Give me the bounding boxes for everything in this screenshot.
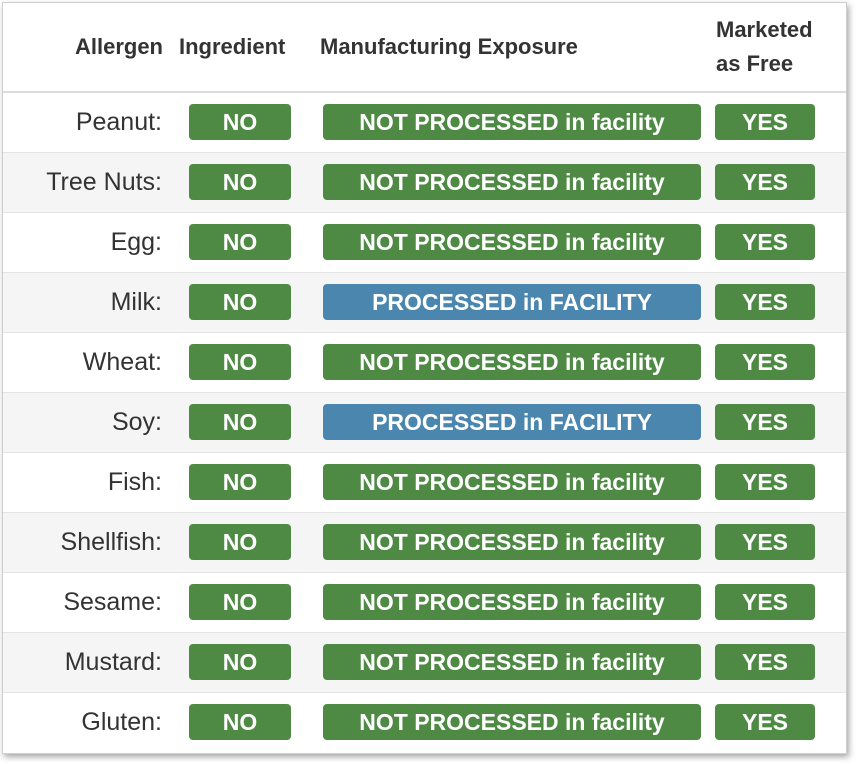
exposure-badge: NOT PROCESSED in facility — [323, 224, 701, 260]
ingredient-cell: NO — [175, 211, 313, 272]
exposure-badge: NOT PROCESSED in facility — [323, 704, 701, 741]
table-row: Egg: NO NOT PROCESSED in facility YES — [3, 211, 846, 272]
marketed-free-badge: YES — [715, 704, 815, 741]
ingredient-badge: NO — [189, 464, 291, 500]
exposure-cell: PROCESSED in FACILITY — [313, 391, 711, 452]
table-row: Sesame: NO NOT PROCESSED in facility YES — [3, 571, 846, 632]
allergen-name: Sesame: — [3, 571, 175, 632]
marketed-free-badge: YES — [715, 644, 815, 680]
marketed-free-cell: YES — [711, 511, 846, 572]
ingredient-cell: NO — [175, 391, 313, 452]
marketed-free-badge: YES — [715, 524, 815, 560]
table-body: Peanut: NO NOT PROCESSED in facility YES Tre… — [3, 91, 846, 752]
exposure-cell: NOT PROCESSED in facility — [313, 571, 711, 632]
exposure-cell: NOT PROCESSED in facility — [313, 211, 711, 272]
header-free-line2: as Free — [716, 51, 794, 76]
exposure-cell: NOT PROCESSED in facility — [313, 91, 711, 152]
allergen-name: Gluten: — [3, 691, 175, 752]
exposure-badge: NOT PROCESSED in facility — [323, 164, 701, 200]
header-ingredient: Ingredient — [175, 3, 313, 93]
exposure-badge: NOT PROCESSED in facility — [323, 644, 701, 680]
table-row: Soy: NO PROCESSED in FACILITY YES — [3, 391, 846, 452]
ingredient-cell: NO — [175, 451, 313, 512]
allergen-name: Shellfish: — [3, 511, 175, 572]
marketed-free-badge: YES — [715, 584, 815, 620]
header-row: Allergen Ingredient Manufacturing Exposu… — [3, 3, 846, 93]
allergen-name: Tree Nuts: — [3, 151, 175, 212]
ingredient-badge: NO — [189, 224, 291, 260]
marketed-free-badge: YES — [715, 284, 815, 320]
ingredient-badge: NO — [189, 344, 291, 380]
exposure-badge: NOT PROCESSED in facility — [323, 464, 701, 500]
ingredient-badge: NO — [189, 644, 291, 680]
ingredient-cell: NO — [175, 331, 313, 392]
ingredient-cell: NO — [175, 91, 313, 152]
marketed-free-cell: YES — [711, 211, 846, 272]
ingredient-badge: NO — [189, 524, 291, 560]
ingredient-cell: NO — [175, 511, 313, 572]
ingredient-cell: NO — [175, 691, 313, 752]
allergen-name: Peanut: — [3, 91, 175, 152]
exposure-cell: NOT PROCESSED in facility — [313, 691, 711, 752]
exposure-badge: NOT PROCESSED in facility — [323, 104, 701, 141]
allergen-name: Wheat: — [3, 331, 175, 392]
table-row: Peanut: NO NOT PROCESSED in facility YES — [3, 91, 846, 152]
marketed-free-cell: YES — [711, 151, 846, 212]
ingredient-badge: NO — [189, 164, 291, 200]
marketed-free-cell: YES — [711, 331, 846, 392]
table-row: Mustard: NO NOT PROCESSED in facility YES — [3, 631, 846, 692]
exposure-badge: NOT PROCESSED in facility — [323, 524, 701, 560]
ingredient-badge: NO — [189, 104, 291, 141]
exposure-badge: PROCESSED in FACILITY — [323, 284, 701, 320]
exposure-badge: PROCESSED in FACILITY — [323, 404, 701, 440]
allergen-panel: Allergen Ingredient Manufacturing Exposu… — [2, 2, 847, 754]
marketed-free-cell: YES — [711, 91, 846, 152]
exposure-cell: NOT PROCESSED in facility — [313, 151, 711, 212]
table-header: Allergen Ingredient Manufacturing Exposu… — [3, 3, 846, 93]
allergen-name: Egg: — [3, 211, 175, 272]
marketed-free-cell: YES — [711, 451, 846, 512]
ingredient-cell: NO — [175, 271, 313, 332]
allergen-name: Milk: — [3, 271, 175, 332]
exposure-cell: NOT PROCESSED in facility — [313, 631, 711, 692]
marketed-free-badge: YES — [715, 404, 815, 440]
marketed-free-cell: YES — [711, 571, 846, 632]
allergen-table: Allergen Ingredient Manufacturing Exposu… — [3, 3, 846, 752]
marketed-free-cell: YES — [711, 271, 846, 332]
table-row: Tree Nuts: NO NOT PROCESSED in facility YES — [3, 151, 846, 212]
header-manufacturing-exposure: Manufacturing Exposure — [313, 3, 711, 93]
marketed-free-cell: YES — [711, 691, 846, 752]
header-free-line1: Marketed — [716, 17, 813, 42]
ingredient-cell: NO — [175, 151, 313, 212]
table-row: Fish: NO NOT PROCESSED in facility YES — [3, 451, 846, 512]
table-row: Milk: NO PROCESSED in FACILITY YES — [3, 271, 846, 332]
header-allergen: Allergen — [3, 3, 175, 93]
exposure-cell: NOT PROCESSED in facility — [313, 511, 711, 572]
header-marketed-as-free: Marketed as Free — [711, 3, 846, 93]
marketed-free-badge: YES — [715, 104, 815, 141]
exposure-badge: NOT PROCESSED in facility — [323, 344, 701, 380]
ingredient-badge: NO — [189, 584, 291, 620]
exposure-cell: PROCESSED in FACILITY — [313, 271, 711, 332]
ingredient-cell: NO — [175, 631, 313, 692]
ingredient-badge: NO — [189, 704, 291, 741]
table-row: Shellfish: NO NOT PROCESSED in facility YES — [3, 511, 846, 572]
allergen-name: Fish: — [3, 451, 175, 512]
marketed-free-cell: YES — [711, 391, 846, 452]
exposure-cell: NOT PROCESSED in facility — [313, 331, 711, 392]
table-row: Gluten: NO NOT PROCESSED in facility YES — [3, 691, 846, 752]
ingredient-badge: NO — [189, 404, 291, 440]
ingredient-cell: NO — [175, 571, 313, 632]
marketed-free-badge: YES — [715, 464, 815, 500]
allergen-name: Mustard: — [3, 631, 175, 692]
marketed-free-badge: YES — [715, 224, 815, 260]
exposure-badge: NOT PROCESSED in facility — [323, 584, 701, 620]
marketed-free-badge: YES — [715, 164, 815, 200]
marketed-free-badge: YES — [715, 344, 815, 380]
exposure-cell: NOT PROCESSED in facility — [313, 451, 711, 512]
table-row: Wheat: NO NOT PROCESSED in facility YES — [3, 331, 846, 392]
marketed-free-cell: YES — [711, 631, 846, 692]
ingredient-badge: NO — [189, 284, 291, 320]
allergen-name: Soy: — [3, 391, 175, 452]
